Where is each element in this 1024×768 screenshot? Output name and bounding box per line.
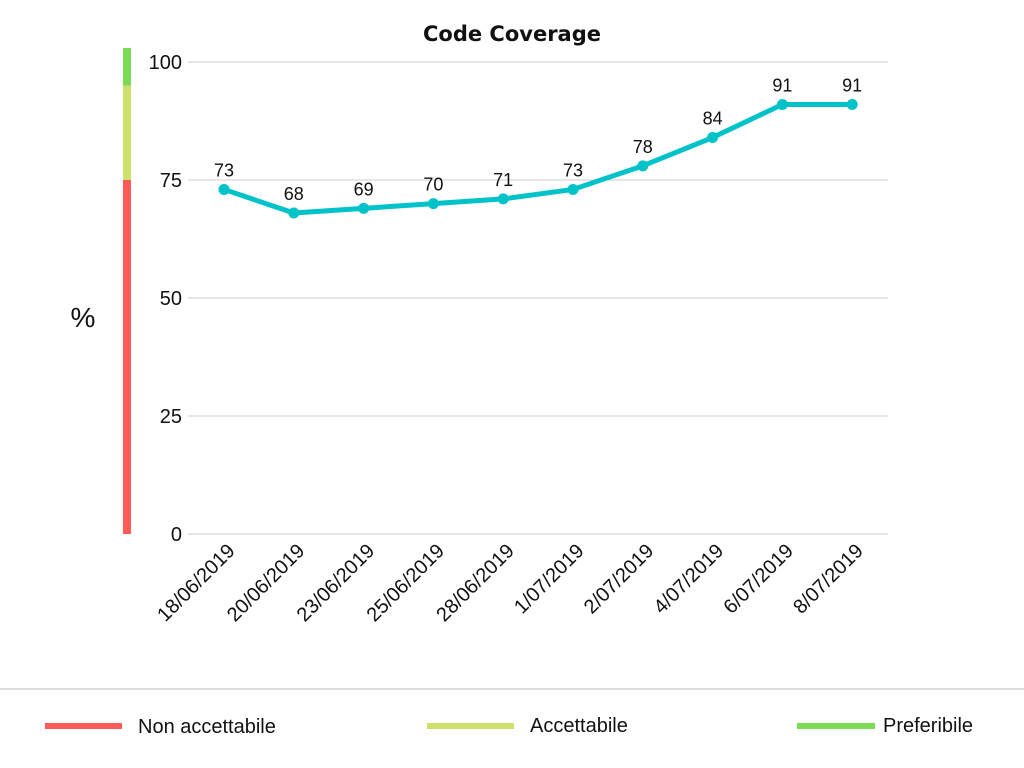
data-point: [637, 160, 649, 172]
data-label: 71: [493, 170, 513, 190]
x-tick-label: 8/07/2019: [789, 540, 867, 618]
legend-swatch: [427, 723, 514, 729]
data-label: 73: [563, 160, 583, 180]
grid-lines: [188, 61, 888, 535]
chart-title: Code Coverage: [423, 22, 601, 46]
y-tick-label: 75: [160, 170, 182, 192]
y-axis-label: %: [71, 302, 96, 333]
data-point: [567, 183, 579, 195]
data-point: [218, 183, 230, 195]
legend-label: Non accettabile: [138, 716, 276, 738]
x-tick-label: 2/07/2019: [580, 540, 658, 618]
threshold-bar: [123, 48, 131, 534]
data-point: [288, 207, 300, 219]
x-tick-label: 4/07/2019: [650, 540, 728, 618]
data-point: [427, 198, 439, 210]
x-tick-label: 6/07/2019: [719, 540, 797, 618]
data-label: 70: [423, 175, 443, 195]
data-label: 91: [842, 75, 862, 95]
legend-swatch: [797, 723, 875, 729]
threshold-band: [123, 85, 131, 180]
y-tick-label: 0: [171, 524, 182, 546]
legend-label: Accettabile: [530, 715, 628, 737]
threshold-band: [123, 180, 131, 534]
data-label: 68: [284, 184, 304, 204]
series-layer: 73 68 69 70 71 73 78 84 91 91: [214, 75, 862, 219]
series-line: [221, 101, 855, 216]
legend-swatch: [45, 723, 122, 729]
threshold-band: [123, 48, 131, 86]
data-label: 69: [354, 179, 374, 199]
data-point: [707, 132, 719, 144]
data-point: [358, 202, 370, 214]
legend-label: Preferibile: [883, 715, 973, 737]
x-axis-ticks: 18/06/201920/06/201923/06/201925/06/2019…: [153, 540, 868, 626]
data-label: 78: [633, 137, 653, 157]
data-point: [776, 98, 788, 110]
data-label: 73: [214, 160, 234, 180]
data-point: [497, 193, 509, 205]
y-tick-label: 25: [160, 406, 182, 428]
legend: Non accettabile Accettabile Preferibile: [45, 715, 973, 738]
y-tick-label: 100: [149, 52, 182, 74]
data-point: [846, 98, 858, 110]
x-tick-label: 1/07/2019: [510, 540, 588, 618]
data-label: 91: [772, 75, 792, 95]
data-label: 84: [703, 109, 723, 129]
y-axis-ticks: 0 25 50 75 100: [149, 52, 182, 546]
y-tick-label: 50: [160, 288, 182, 310]
